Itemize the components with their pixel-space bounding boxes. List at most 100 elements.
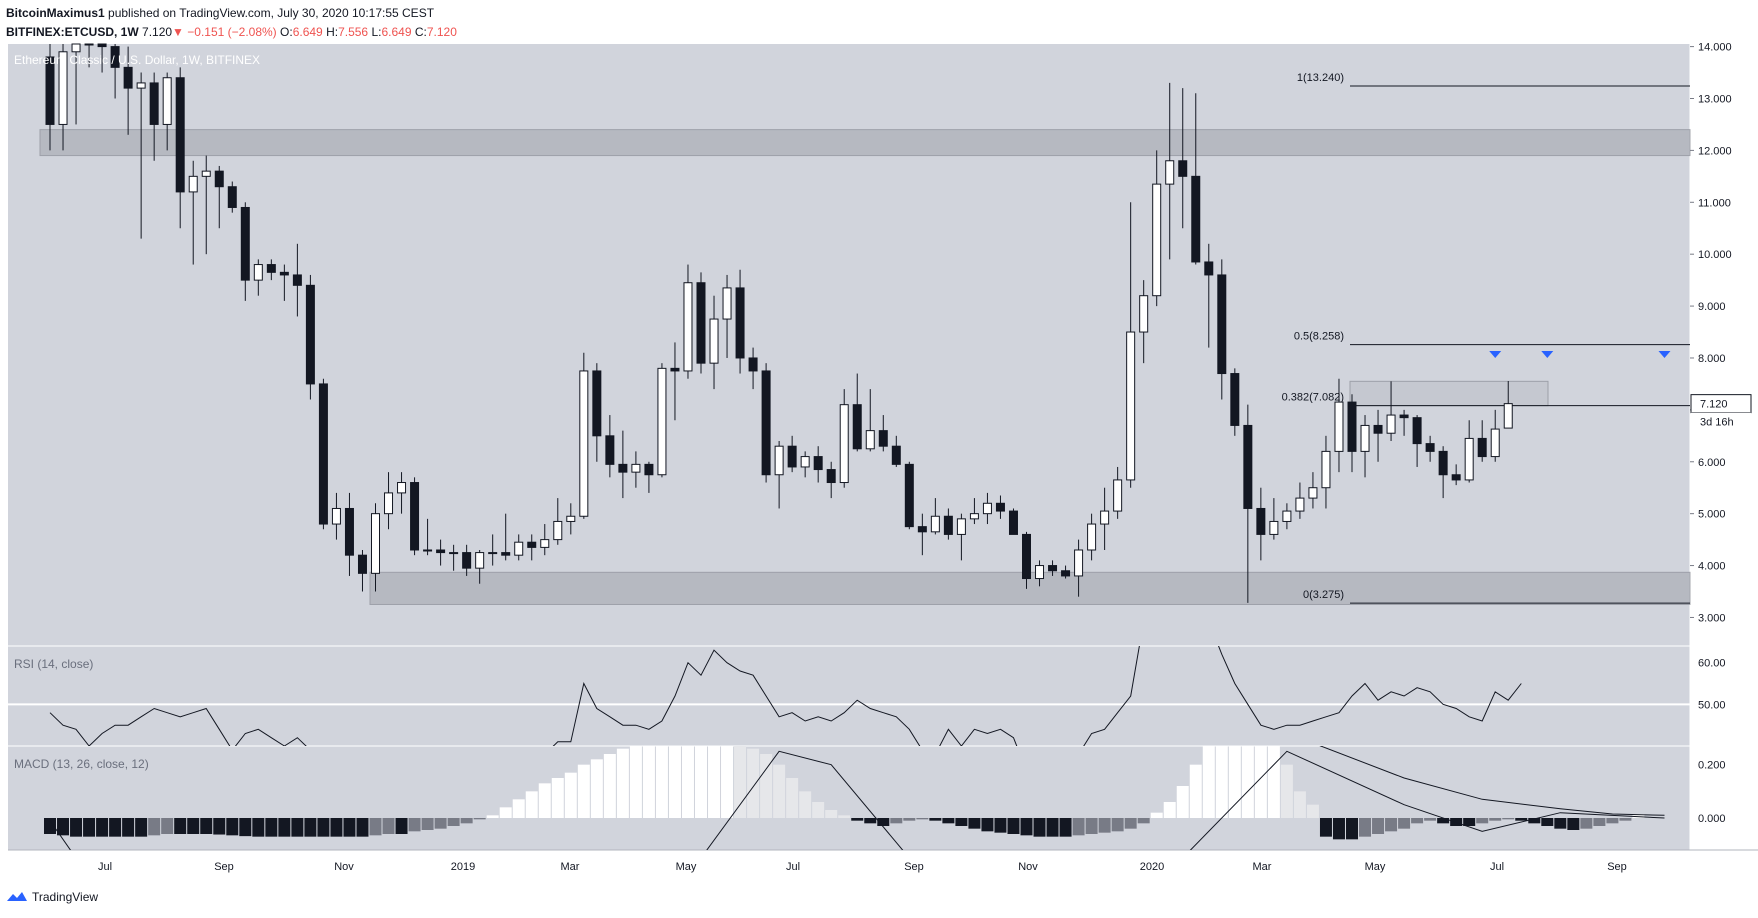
candle: [214, 170, 224, 188]
candle: [449, 552, 459, 555]
macd-histogram-bar: [421, 818, 434, 830]
fib-label: 1(13.240): [1297, 72, 1344, 84]
macd-histogram-bar: [447, 818, 460, 826]
macd-histogram-bar: [1267, 746, 1280, 818]
candle: [397, 482, 407, 494]
candle: [1321, 450, 1331, 489]
brand-name[interactable]: TradingView: [32, 890, 99, 904]
high-value: 7.556: [338, 25, 369, 39]
open-label: O:: [280, 25, 293, 39]
macd-histogram-bar: [1007, 818, 1020, 834]
macd-histogram-bar: [265, 818, 278, 837]
candle: [475, 552, 485, 569]
macd-histogram-bar: [929, 818, 942, 821]
time-tick-label: Mar: [561, 861, 580, 873]
macd-histogram-bar: [851, 818, 864, 821]
time-tick-label: 2020: [1140, 861, 1164, 873]
macd-histogram-bar: [382, 818, 395, 834]
candle: [709, 318, 719, 364]
macd-histogram-bar: [786, 778, 799, 818]
macd-histogram-bar: [1385, 818, 1398, 832]
macd-histogram-bar: [1398, 818, 1411, 829]
price-chart[interactable]: 1(13.240)0.5(8.258)0.382(7.082)0(3.275) …: [0, 0, 1758, 880]
candle: [201, 170, 211, 177]
macd-histogram-bar: [252, 818, 265, 837]
macd-histogram-bar: [499, 807, 512, 818]
macd-histogram-bar: [395, 818, 408, 834]
candle: [1295, 497, 1305, 512]
candle: [1087, 523, 1097, 551]
macd-histogram-bar: [1189, 764, 1202, 818]
macd-histogram-bar: [70, 818, 83, 837]
open-value: 6.649: [292, 25, 323, 39]
macd-histogram-bar: [825, 810, 838, 818]
candle: [136, 82, 146, 89]
high-label: H:: [326, 25, 339, 39]
macd-histogram-bar: [903, 818, 916, 821]
price-tick-label: 6.000: [1698, 457, 1726, 469]
time-tick-label: Jul: [786, 861, 800, 873]
candle: [1425, 443, 1435, 452]
macd-histogram-bar: [135, 818, 148, 837]
candle: [1035, 565, 1045, 580]
publish-info: published on TradingView.com, July 30, 2…: [104, 6, 435, 20]
macd-histogram-bar: [695, 746, 707, 818]
rsi-tick-label: 50.00: [1698, 699, 1726, 711]
candle: [1412, 417, 1422, 445]
candle: [657, 367, 667, 476]
price-tick-label: 14.000: [1698, 42, 1732, 54]
candle: [1438, 450, 1448, 476]
candle: [995, 502, 1005, 512]
signal-line: [1319, 746, 1665, 816]
low-value: 6.649: [381, 25, 412, 39]
candle: [566, 515, 576, 522]
resistance-marker-icon: [1541, 351, 1554, 358]
candle: [956, 518, 966, 535]
last-price-label: 7.120: [1700, 399, 1728, 411]
time-tick-label: Sep: [1607, 861, 1627, 873]
candle: [384, 492, 394, 515]
macd-histogram-bar: [486, 815, 499, 818]
countdown-label: 3d 16h: [1700, 417, 1734, 429]
macd-histogram-bar: [96, 818, 109, 837]
macd-histogram-bar: [1098, 818, 1111, 833]
candle: [1490, 428, 1500, 458]
candle: [266, 264, 276, 273]
macd-histogram-bar: [812, 802, 825, 818]
candle: [1477, 437, 1487, 458]
candle: [110, 46, 120, 68]
candle: [1334, 401, 1344, 452]
macd-histogram-bar: [1424, 818, 1437, 821]
candle: [943, 515, 953, 535]
author-name[interactable]: BitcoinMaximus1: [6, 6, 105, 20]
candle: [423, 549, 433, 552]
candle: [696, 282, 706, 364]
macd-histogram-bar: [226, 818, 239, 836]
time-tick-label: Nov: [1018, 861, 1038, 873]
candle: [410, 482, 420, 551]
price-tick-label: 8.000: [1698, 353, 1726, 365]
candle: [1008, 510, 1018, 535]
candle: [1386, 414, 1396, 434]
candle: [1282, 510, 1292, 522]
candle: [865, 430, 875, 450]
macd-histogram-bar: [668, 746, 681, 818]
candle: [1464, 437, 1474, 481]
candle: [1048, 565, 1058, 572]
time-tick-label: Jul: [98, 861, 112, 873]
time-tick-label: Jul: [1490, 861, 1504, 873]
candle: [149, 82, 159, 125]
macd-histogram-bar: [916, 818, 929, 820]
candle: [1074, 549, 1084, 577]
macd-histogram-bar: [1541, 818, 1554, 826]
candle: [305, 284, 315, 385]
candle: [253, 264, 263, 281]
candle: [1217, 274, 1227, 375]
price-tick-label: 13.000: [1698, 93, 1732, 105]
candle: [917, 526, 927, 533]
macd-histogram-bar: [577, 764, 590, 818]
macd-histogram-bar: [747, 748, 760, 818]
candle: [501, 552, 511, 556]
candle: [982, 502, 992, 515]
candle: [1100, 510, 1110, 525]
